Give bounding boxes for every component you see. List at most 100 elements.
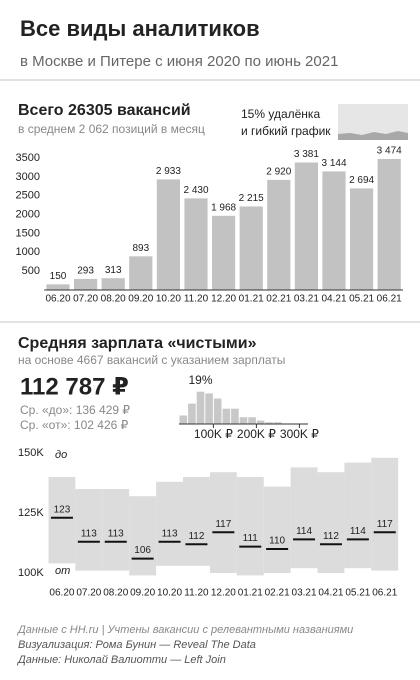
x-tick-label: 03.21	[294, 294, 319, 305]
salary-range	[317, 472, 345, 573]
x-tick-label: 11.20	[184, 588, 209, 599]
bar	[239, 206, 263, 290]
subtitle: в Москве и Питере с июня 2020 по июнь 20…	[20, 53, 338, 70]
value-label: 123	[54, 504, 71, 515]
x-tick-label: 06.20	[49, 588, 74, 599]
salary-range	[48, 477, 76, 564]
value-label: 2 933	[156, 166, 181, 177]
x-tick-label: 10.20	[156, 294, 181, 305]
y-tick-label: 2500	[16, 190, 40, 202]
value-label: 2 430	[183, 185, 208, 196]
value-label: 111	[243, 533, 259, 544]
y-tick-label: 1000	[16, 246, 40, 258]
histogram-bar	[196, 391, 205, 424]
bar	[184, 198, 208, 290]
bar	[101, 278, 125, 290]
x-tick-label: 06.21	[372, 588, 397, 599]
x-tick-label: 100K ₽	[194, 427, 233, 441]
value-label: 2 694	[349, 175, 374, 186]
value-label: 3 474	[377, 146, 402, 157]
histogram-bar	[179, 415, 188, 424]
value-label: 106	[134, 545, 151, 556]
bar	[156, 179, 180, 290]
average-upper: Ср. «до»: 136 429 ₽	[20, 403, 130, 417]
x-tick-label: 04.21	[321, 294, 346, 305]
value-label: 293	[77, 266, 94, 277]
x-tick-label: 07.20	[73, 294, 98, 305]
value-label: 2 920	[266, 167, 291, 178]
x-tick-label: 05.21	[349, 294, 374, 305]
value-label: 3 144	[321, 158, 346, 169]
bar	[350, 188, 374, 290]
value-label: 1 968	[211, 202, 236, 213]
x-tick-label: 09.20	[130, 588, 155, 599]
x-tick-label: 12.20	[211, 294, 236, 305]
section-title: Всего 26305 вакансий	[18, 102, 191, 119]
value-label: 113	[81, 528, 97, 539]
salary-range	[236, 477, 264, 576]
average-lower: Ср. «от»: 102 426 ₽	[20, 418, 129, 432]
y-tick-label: 3000	[16, 171, 40, 183]
bar	[267, 179, 291, 290]
histogram-bar	[256, 420, 265, 424]
salary-range	[156, 481, 183, 566]
bar	[46, 284, 70, 290]
footer-note: Данные с HH.ru | Учтены вакансии с релев…	[16, 624, 353, 636]
salary-range	[371, 457, 399, 571]
value-label: 117	[215, 519, 231, 530]
section-subtitle: в среднем 2 062 позиций в месяц	[18, 122, 205, 136]
section-title: Средняя зарплата «чистыми»	[18, 335, 257, 352]
y-tick-label: 500	[22, 265, 40, 277]
histogram-bar	[239, 417, 248, 424]
value-label: 19%	[188, 373, 212, 387]
salary-range	[75, 489, 103, 571]
salary-range	[129, 496, 157, 576]
value-label: 893	[132, 243, 149, 254]
x-tick-label: 08.20	[103, 588, 128, 599]
value-label: 110	[269, 536, 285, 547]
x-tick-label: 11.20	[184, 294, 209, 305]
histogram-bar	[274, 422, 282, 424]
value-label: 112	[188, 531, 204, 542]
section-subtitle: на основе 4667 вакансий с указанием зарп…	[18, 353, 285, 367]
bar	[322, 171, 346, 290]
thumbnail-area	[338, 131, 408, 140]
x-tick-label: 02.21	[265, 588, 290, 599]
title: Все виды аналитиков	[20, 16, 260, 41]
x-tick-label: 01.21	[239, 294, 264, 305]
salary-range	[344, 462, 372, 569]
remote-note: 15% удалёнка	[241, 107, 320, 121]
y-tick-label: 125K	[18, 507, 44, 519]
bar	[294, 162, 318, 290]
salary-range	[290, 467, 318, 569]
salary-range	[183, 477, 210, 566]
x-tick-label: 02.21	[266, 294, 291, 305]
x-tick-label: 03.21	[292, 588, 317, 599]
histogram-bar	[213, 398, 222, 424]
x-tick-label: 200K ₽	[237, 427, 276, 441]
histogram-bar	[231, 408, 239, 424]
x-tick-label: 01.21	[238, 588, 263, 599]
range-label: от	[55, 565, 70, 577]
x-tick-label: 07.20	[76, 588, 101, 599]
value-label: 3 381	[294, 149, 319, 160]
value-label: 114	[296, 526, 312, 537]
y-tick-label: 2000	[16, 208, 40, 220]
x-tick-label: 06.20	[45, 294, 70, 305]
value-label: 114	[350, 526, 366, 537]
histogram-bar	[188, 403, 196, 424]
y-tick-label: 1500	[16, 227, 40, 239]
value-label: 113	[162, 528, 178, 539]
value-label: 113	[108, 528, 124, 539]
x-tick-label: 09.20	[128, 294, 153, 305]
x-tick-label: 300K ₽	[280, 427, 319, 441]
remote-note: и гибкий график	[241, 124, 331, 138]
remote-thumbnail	[338, 104, 408, 140]
x-tick-label: 12.20	[211, 588, 236, 599]
bar	[377, 158, 401, 290]
salary-range	[102, 489, 130, 571]
value-label: 2 215	[239, 193, 264, 204]
x-tick-label: 05.21	[345, 588, 370, 599]
histogram-bar	[265, 422, 274, 424]
x-tick-label: 06.21	[377, 294, 402, 305]
